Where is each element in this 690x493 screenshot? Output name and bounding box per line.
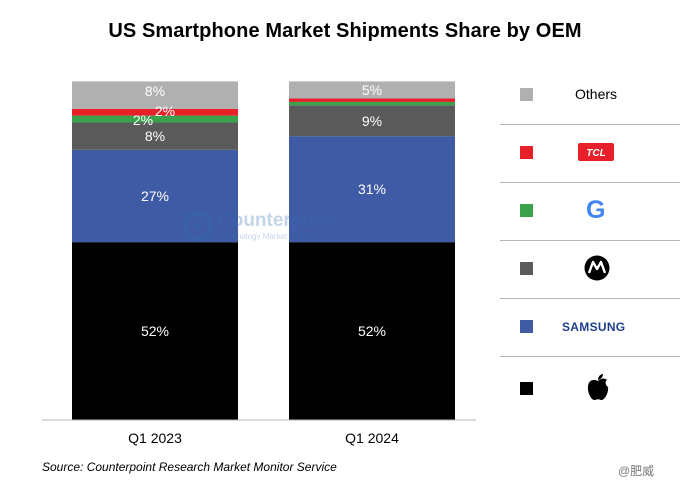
legend-label-others: Others <box>575 86 618 102</box>
data-label-apple-1: 52% <box>358 323 386 339</box>
bar-segment-google-0 <box>72 115 238 123</box>
tcl-logo-icon: TCL <box>578 143 614 161</box>
legend-swatch-motorola <box>520 262 533 275</box>
bar-segment-others-0 <box>72 81 238 109</box>
legend-swatch-samsung <box>520 320 533 333</box>
data-label-motorola-0: 8% <box>145 128 165 144</box>
apple-logo-icon <box>587 374 609 401</box>
data-label-motorola-1: 9% <box>362 113 382 129</box>
data-label-google-0: 2% <box>133 112 153 128</box>
google-logo-icon: G <box>586 196 606 224</box>
bar-segment-apple-0 <box>72 242 238 420</box>
watermark-subtitle: Technology Market Research <box>220 232 324 241</box>
legend-item-tcl: TCL <box>500 124 680 183</box>
bar-segment-motorola-0 <box>72 122 238 150</box>
data-label-samsung-0: 27% <box>141 188 169 204</box>
bar-segment-samsung-0 <box>72 149 238 243</box>
data-label-others-1: 5% <box>362 82 382 98</box>
tcl-logo-text: TCL <box>586 148 606 159</box>
samsung-logo-icon: SAMSUNG <box>562 320 626 334</box>
bar-segment-tcl-0 <box>72 108 238 116</box>
bar-segment-apple-1 <box>289 242 455 420</box>
source-note: Source: Counterpoint Research Market Mon… <box>42 460 337 474</box>
data-label-apple-0: 52% <box>141 323 169 339</box>
watermark-name: Counterpoint <box>218 210 338 231</box>
chart-title: US Smartphone Market Shipments Share by … <box>108 20 582 42</box>
legend-item-others: Others <box>500 66 680 125</box>
category-label-1: Q1 2024 <box>345 430 399 446</box>
legend-item-google: G <box>500 182 680 241</box>
category-label-0: Q1 2023 <box>128 430 182 446</box>
credit-watermark: @肥威 <box>618 464 655 478</box>
legend-item-motorola <box>500 240 680 299</box>
motorola-logo-icon <box>584 255 610 281</box>
data-label-others-0: 8% <box>145 83 165 99</box>
legend-swatch-tcl <box>520 146 533 159</box>
legend-item-samsung: SAMSUNG <box>500 298 680 357</box>
bar-segment-tcl-1 <box>289 98 455 102</box>
counterpoint-logo-icon <box>182 210 214 242</box>
data-label-tcl-0: 2% <box>155 103 175 119</box>
bar-segment-others-1 <box>289 81 455 99</box>
legend-item-apple <box>500 356 680 414</box>
data-label-samsung-1: 31% <box>358 181 386 197</box>
bar-segment-samsung-1 <box>289 136 455 243</box>
legend-swatch-google <box>520 204 533 217</box>
counterpoint-watermark: Counterpoint Technology Market Research <box>182 210 337 247</box>
bar-segment-motorola-1 <box>289 105 455 137</box>
bar-segment-google-1 <box>289 101 455 106</box>
legend-swatch-apple <box>520 382 533 395</box>
legend-swatch-others <box>520 88 533 101</box>
